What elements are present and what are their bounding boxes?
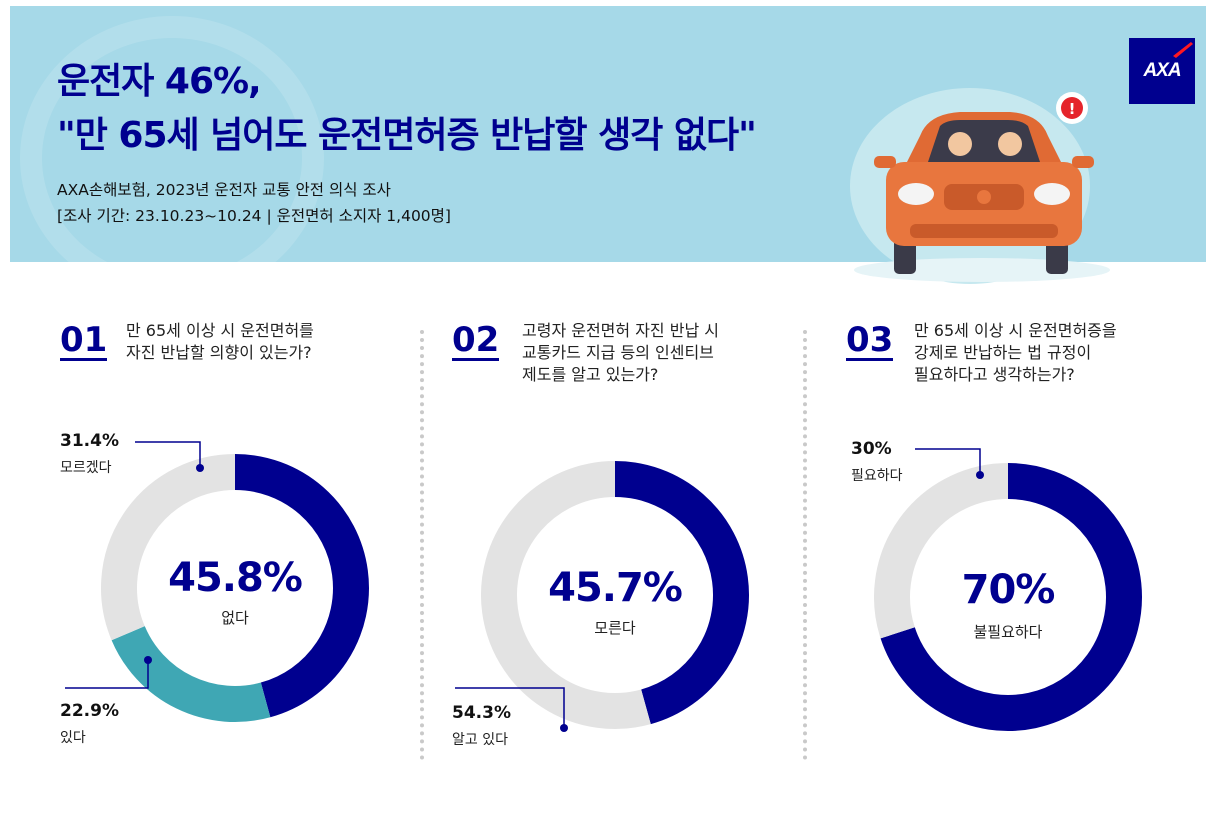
donut-slice-1 xyxy=(614,461,749,725)
question-line-2: 강제로 반납하는 법 규정이 xyxy=(914,343,1092,362)
axa-logo-text: AXA xyxy=(1143,60,1181,81)
question-panel-2: 02 고령자 운전면허 자진 반납 시 교통카드 지급 등의 인센티브 제도를 … xyxy=(452,300,842,780)
callout-leader-line xyxy=(135,441,201,468)
right-mirror xyxy=(1072,156,1094,168)
callout-percent: 54.3% xyxy=(452,703,511,723)
callout-percent: 30% xyxy=(851,439,892,459)
question-panel-1: 01 만 65세 이상 시 운전면허를 자진 반납할 의향이 있는가? xyxy=(60,300,450,780)
alert-glyph: ! xyxy=(1069,100,1076,118)
callout-label: 모르겠다 xyxy=(60,460,112,476)
car-shadow xyxy=(854,258,1110,282)
question-number: 02 xyxy=(452,320,500,361)
passenger-icon xyxy=(998,132,1022,156)
question-text: 만 65세 이상 시 운전면허를 자진 반납할 의향이 있는가? xyxy=(126,320,416,364)
car-illustration: ! xyxy=(850,88,1110,284)
question-panel-3: 03 만 65세 이상 시 운전면허증을 강제로 반납하는 법 규정이 필요하다… xyxy=(846,300,1209,780)
center-value: 45.8% xyxy=(168,555,303,601)
donut-chart-1-svg xyxy=(65,441,369,722)
center-label: 모른다 xyxy=(594,619,636,637)
question-line-1: 만 65세 이상 시 운전면허증을 xyxy=(914,321,1117,340)
left-headlight xyxy=(898,183,934,205)
right-headlight xyxy=(1034,183,1070,205)
question-text: 고령자 운전면허 자진 반납 시 교통카드 지급 등의 인센티브 제도를 알고 … xyxy=(522,320,812,386)
callout-label: 알고 있다 xyxy=(452,732,508,748)
donut-slice-3 xyxy=(101,454,236,641)
question-line-1: 고령자 운전면허 자진 반납 시 xyxy=(522,321,719,340)
question-line-3: 필요하다고 생각하는가? xyxy=(914,365,1075,384)
car-emblem xyxy=(977,190,991,204)
donut-slice-2 xyxy=(874,463,1009,639)
question-number: 01 xyxy=(60,320,108,361)
callout-leader-line xyxy=(915,448,981,475)
callout-percent: 31.4% xyxy=(60,431,119,451)
question-line-3: 제도를 알고 있는가? xyxy=(522,365,659,384)
headline-line-2: "만 65세 넘어도 운전면허증 반납할 생각 없다" xyxy=(57,115,757,156)
callout-percent: 22.9% xyxy=(60,701,119,721)
donut-slice-1 xyxy=(880,463,1142,731)
question-line-2: 자진 반납할 의향이 있는가? xyxy=(126,343,312,362)
donut-slice-2 xyxy=(481,461,651,729)
question-line-1: 만 65세 이상 시 운전면허를 xyxy=(126,321,314,340)
headline-line-1: 운전자 46%, xyxy=(57,61,262,102)
callout-dot xyxy=(976,471,984,479)
car-windshield xyxy=(928,120,1040,162)
center-label: 없다 xyxy=(221,609,249,627)
question-number: 03 xyxy=(846,320,894,361)
donut-slice-2 xyxy=(111,625,271,722)
donut-chart-3: 70% 불필요하다 30% 필요하다 xyxy=(845,425,1175,765)
panel-divider-2 xyxy=(803,330,807,760)
callout-dot xyxy=(560,724,568,732)
callout-leader-line xyxy=(455,687,565,728)
survey-source: AXA손해보험, 2023년 운전자 교통 안전 의식 조사 xyxy=(57,181,391,199)
callout-dot xyxy=(196,464,204,472)
callout-label: 필요하다 xyxy=(851,468,903,484)
donut-chart-3-svg xyxy=(874,448,1142,731)
callout-leader-line xyxy=(65,660,149,689)
driver-icon xyxy=(948,132,972,156)
axa-logo-slash-icon xyxy=(1173,42,1193,58)
alert-icon xyxy=(1061,97,1083,119)
survey-period: [조사 기간: 23.10.23~10.24 | 운전면허 소지자 1,400명… xyxy=(57,207,451,225)
question-text: 만 65세 이상 시 운전면허증을 강제로 반납하는 법 규정이 필요하다고 생… xyxy=(914,320,1204,386)
callout-dot xyxy=(144,656,152,664)
center-value: 45.7% xyxy=(548,565,683,611)
car-bumper xyxy=(910,224,1058,238)
question-line-2: 교통카드 지급 등의 인센티브 xyxy=(522,343,714,362)
donut-chart-2: 45.7% 모른다 54.3% 알고 있다 xyxy=(450,425,780,765)
left-mirror xyxy=(874,156,896,168)
center-label: 불필요하다 xyxy=(973,623,1043,641)
donut-chart-1: 45.8% 없다 31.4% 모르겠다 22.9% 있다 xyxy=(60,425,390,765)
panel-divider-1 xyxy=(420,330,424,760)
donut-chart-2-svg xyxy=(455,461,749,732)
center-value: 70% xyxy=(961,567,1056,613)
callout-label: 있다 xyxy=(60,730,86,746)
donut-slice-1 xyxy=(234,454,369,718)
axa-logo: AXA xyxy=(1129,38,1195,104)
